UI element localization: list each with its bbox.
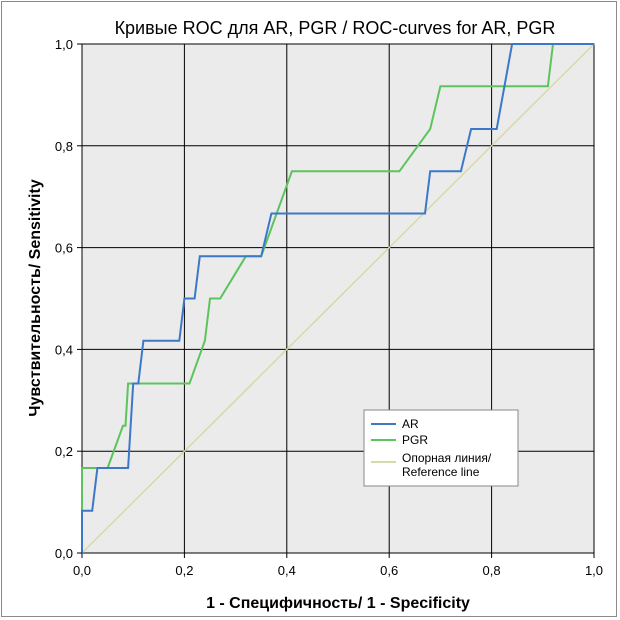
y-tick-label: 0,4 <box>55 342 73 357</box>
x-axis-label: 1 - Специфичность/ 1 - Specificity <box>206 595 470 612</box>
series-pgr-line <box>81 43 594 553</box>
legend-box <box>363 409 519 487</box>
series-group <box>81 43 595 554</box>
tick-labels: 0,0 0,2 0,4 0,6 0,8 1,0 0,0 0,2 0,4 0,6 0,8 1,0 <box>55 37 603 578</box>
y-tick-label: 0,6 <box>55 241 73 256</box>
x-tick-label: 0,0 <box>73 563 91 578</box>
legend-label-ar: AR <box>402 417 419 431</box>
y-tick-label: 0,0 <box>55 546 73 561</box>
legend-label-reference-2: Reference line <box>402 465 480 479</box>
x-tick-label: 0,6 <box>380 563 398 578</box>
y-tick-label: 0,2 <box>55 444 73 459</box>
chart-title: Кривые ROC для AR, PGR / ROC-curves for … <box>115 18 556 38</box>
legend-label-reference-1: Опорная линия/ <box>402 451 492 465</box>
x-tick-label: 0,8 <box>483 563 501 578</box>
x-tick-label: 1,0 <box>585 563 603 578</box>
x-tick-label: 0,2 <box>175 563 193 578</box>
y-tick-label: 1,0 <box>55 37 73 52</box>
legend: AR PGR Опорная линия/ Reference line <box>363 409 519 487</box>
y-tick-label: 0,8 <box>55 139 73 154</box>
reference-line <box>81 43 595 554</box>
x-tick-label: 0,4 <box>278 563 296 578</box>
y-axis-label: Чувствительность/ Sensitivity <box>27 179 44 417</box>
series-ar-line <box>81 43 594 553</box>
legend-label-pgr: PGR <box>402 433 428 447</box>
